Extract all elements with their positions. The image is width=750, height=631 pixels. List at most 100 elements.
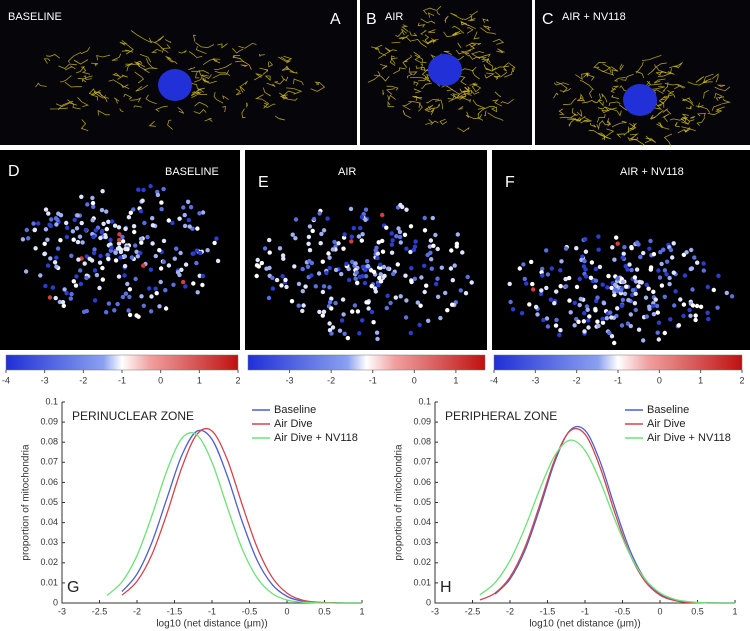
mitochondrion <box>485 61 497 72</box>
mitochondrion <box>267 61 274 68</box>
mitochondrion <box>88 89 101 96</box>
panel-label: AIR <box>338 166 356 178</box>
y-axis-label: proportion of mitochondria <box>394 444 405 561</box>
mito-dot <box>311 216 317 222</box>
mito-dot <box>205 248 210 253</box>
x-tick-label: 1 <box>359 606 364 616</box>
mito-dot <box>355 280 360 285</box>
mitochondrion <box>439 118 448 125</box>
mito-dot <box>31 221 36 226</box>
mito-dot <box>612 257 617 262</box>
mitochondrion <box>620 74 634 81</box>
mitochondrion <box>590 122 597 128</box>
series-line <box>121 429 363 604</box>
mito-dot <box>166 218 171 223</box>
mito-dot <box>76 257 81 262</box>
mito-dot <box>654 303 660 309</box>
mitochondrion <box>112 72 121 78</box>
mito-dot <box>296 303 301 308</box>
colorbar <box>5 354 239 371</box>
mitochondrion <box>465 111 470 119</box>
mito-dot <box>380 238 385 244</box>
x-tick-label: -1 <box>581 606 589 616</box>
mito-dot <box>458 288 463 293</box>
mito-dot <box>85 202 90 207</box>
mito-dot <box>106 301 112 306</box>
y-tick-label: 0.05 <box>413 497 431 507</box>
mitochondrion <box>575 72 589 81</box>
mito-dot <box>303 284 308 289</box>
mitochondrion <box>191 70 210 74</box>
mito-dot <box>115 246 121 251</box>
mitochondrion <box>420 30 427 35</box>
y-tick-label: 0.03 <box>413 537 431 547</box>
mito-dot <box>625 267 630 272</box>
mito-dot <box>108 237 113 243</box>
mito-dot <box>116 225 122 230</box>
mito-dot <box>129 255 135 260</box>
y-tick-label: 0.02 <box>413 557 431 567</box>
mitochondrion <box>426 98 440 104</box>
mito-dot <box>609 334 615 339</box>
mito-dot <box>330 247 335 252</box>
mitochondrion <box>494 91 502 98</box>
mito-dot <box>622 291 628 296</box>
legend-label: Air Dive + NV118 <box>274 432 358 444</box>
mitochondrion <box>492 99 503 107</box>
nucleus <box>428 54 462 86</box>
mitochondrion <box>598 106 605 110</box>
mito-dot <box>548 297 553 302</box>
mito-dot <box>539 270 544 275</box>
mito-dot <box>101 221 106 226</box>
mitochondrion <box>150 48 162 54</box>
mitochondrion <box>450 12 464 21</box>
mitochondrion <box>390 55 398 60</box>
mito-dot <box>200 282 205 288</box>
mitochondrion <box>386 85 399 91</box>
panel-letter: F <box>505 174 515 191</box>
mitochondrion <box>447 95 455 100</box>
mito-dot <box>36 221 41 226</box>
mito-dot <box>99 207 105 213</box>
y-tick-label: 0.08 <box>413 437 431 447</box>
mitochondrion <box>482 18 489 24</box>
mito-dot <box>148 184 153 189</box>
colorbar-tick-label: 2 <box>739 375 744 385</box>
mitochondrion <box>401 101 412 111</box>
mito-dot <box>43 207 49 212</box>
mitochondrion <box>610 89 616 93</box>
mito-dot <box>65 225 70 230</box>
mito-dot <box>510 307 516 312</box>
mito-dot <box>280 253 286 258</box>
mito-dot <box>158 266 164 271</box>
mito-dot <box>689 247 694 253</box>
mito-dot <box>92 298 98 303</box>
mitochondrion <box>629 133 639 140</box>
mito-dot <box>104 209 109 214</box>
mito-dot <box>48 223 53 229</box>
mito-dot <box>577 276 582 282</box>
mito-dot <box>693 317 698 323</box>
mito-dot <box>293 217 299 222</box>
mitochondrion <box>77 75 93 80</box>
mito-dot <box>54 264 59 269</box>
mitochondrion <box>139 54 152 63</box>
mito-dot <box>136 187 141 192</box>
mito-dot <box>558 268 563 273</box>
mitochondrion <box>367 71 381 83</box>
mitochondrion <box>148 120 156 127</box>
mito-dot <box>612 292 617 298</box>
mito-dot <box>374 245 379 250</box>
mito-dot <box>629 267 634 273</box>
mitochondrion <box>264 75 271 81</box>
mito-dot <box>360 318 365 323</box>
mito-dot <box>690 287 695 292</box>
mito-dot <box>596 323 601 329</box>
colorbar-tick-label: 2 <box>235 375 240 385</box>
mito-dot <box>296 281 302 287</box>
mito-dot <box>60 300 66 305</box>
mitochondrion <box>154 35 165 43</box>
mito-dot <box>689 266 695 271</box>
mitochondrion <box>480 56 491 64</box>
mito-dot <box>670 255 675 260</box>
